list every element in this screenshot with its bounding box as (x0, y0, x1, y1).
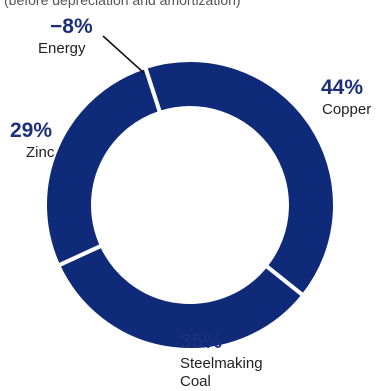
category-label-steelmaking-coal: Steelmaking Coal (180, 355, 267, 390)
energy-leader-line (102, 35, 145, 74)
value-label-zinc: 29% (10, 119, 52, 142)
category-label-energy: Energy (38, 40, 86, 57)
value-label-copper: 44% (321, 76, 363, 99)
category-label-copper: Copper (322, 101, 371, 118)
value-label-energy: −8% (50, 15, 93, 38)
value-label-steelmaking-coal: 35% (180, 330, 222, 353)
category-label-zinc: Zinc (26, 144, 55, 161)
chart-subtitle: (before depreciation and amortization) (4, 0, 241, 8)
slice-zinc (43, 64, 163, 269)
slice-copper (142, 58, 337, 299)
slice-steelmaking-coal (55, 242, 307, 352)
